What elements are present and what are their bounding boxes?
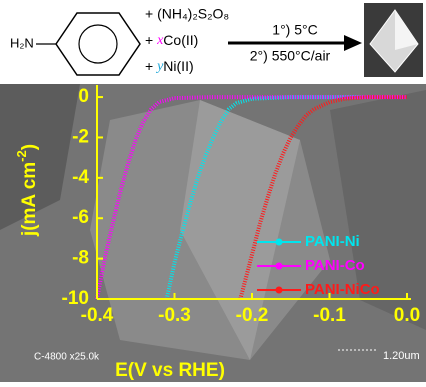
legend-label: PANI-NiCo [305, 281, 380, 298]
arrow-head [344, 35, 362, 51]
y-label-sup: -2 [14, 150, 29, 162]
variable: x [156, 33, 164, 48]
step: 2°) 550°C/air [250, 48, 331, 64]
x-tick-label: -0.3 [158, 305, 191, 326]
crystal [330, 90, 426, 330]
x-tick-label: 0.0 [394, 305, 420, 326]
y-axis-label: j(mA cm-2) [14, 144, 40, 237]
scale-label: 1.20um [383, 350, 420, 362]
y-tick-label: 0 [78, 86, 89, 107]
reagent-text: Co(II) [163, 32, 198, 48]
benzene-ring [55, 12, 141, 76]
legend-label: PANI-Co [305, 257, 365, 274]
legend-marker [275, 262, 283, 270]
x-tick-label: -0.1 [313, 305, 346, 326]
y-label-end: ) [19, 144, 40, 150]
x-axis-label: E(V vs RHE) [115, 360, 225, 381]
x-tick-label: -0.4 [81, 305, 114, 326]
octahedron-face [395, 10, 418, 50]
step: 1°) 5°C [272, 22, 317, 38]
crystal [0, 84, 80, 230]
y-tick-label: -8 [72, 248, 89, 269]
reagent: + xCo(II) [145, 32, 198, 49]
series-line [164, 95, 407, 300]
x-tick-label: -0.2 [236, 305, 269, 326]
plot: 0 -2 -4 -6 -8 -10-0.4 -0.3 -0.2 -0.1 0.0 PANI-Ni PA… [62, 85, 420, 326]
y-tick-label: -10 [62, 288, 89, 309]
legend-marker [275, 286, 283, 294]
reagent: + (NH₄)₂S₂O₈ [145, 6, 229, 22]
amine: H₂N [10, 35, 34, 50]
y-tick-label: -4 [72, 167, 89, 188]
variable: y [155, 59, 164, 74]
y-label-main: j(mA cm [19, 162, 40, 237]
legend-label: PANI-Ni [305, 233, 360, 250]
benzene-ring-inner [78, 24, 118, 64]
series-line [95, 95, 407, 300]
reagent: + yNi(II) [145, 58, 194, 75]
y-tick-label: -6 [72, 207, 89, 228]
crystal-face [180, 100, 300, 360]
plus: + [145, 58, 153, 74]
plus: + [145, 32, 153, 48]
reagent-text: Ni(II) [163, 58, 193, 74]
y-tick-label: -2 [72, 126, 89, 147]
octahedron [369, 9, 419, 73]
legend-marker [275, 238, 283, 246]
sem-label: C-4800 x25.0k [34, 352, 100, 363]
